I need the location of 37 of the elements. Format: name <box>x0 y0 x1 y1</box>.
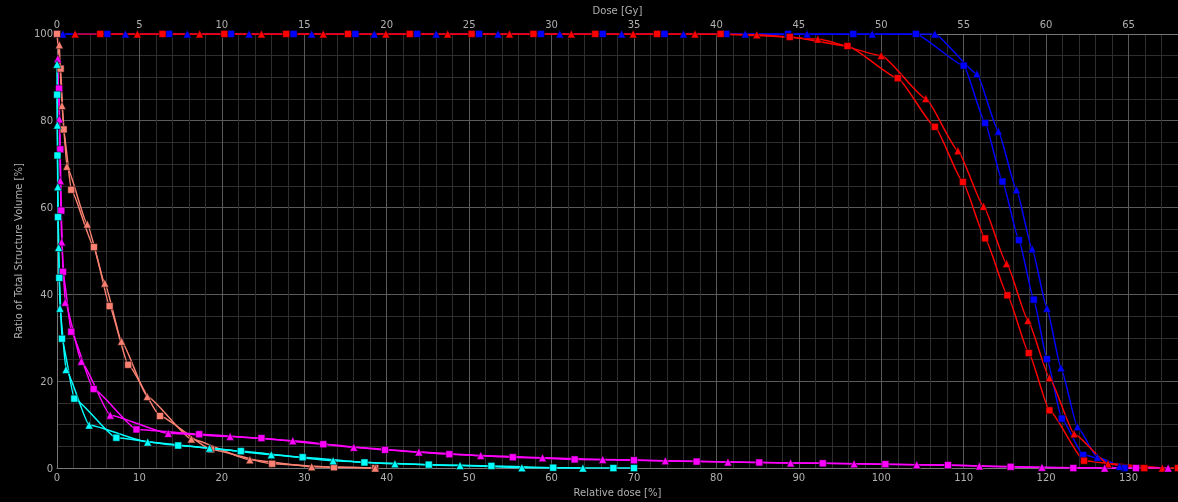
x2-tick-label: 40 <box>710 19 723 31</box>
x2-tick-label: 65 <box>1122 19 1135 31</box>
x-tick-label: 10 <box>133 471 146 483</box>
x-tick-label: 40 <box>380 471 394 483</box>
x2-tick-label: 45 <box>792 19 806 31</box>
x-axis-title: Relative dose [%] <box>573 486 662 498</box>
x-tick-label: 80 <box>710 471 723 483</box>
x-tick-label: 90 <box>792 471 806 483</box>
y-tick-label: 60 <box>40 202 53 214</box>
x2-tick-label: 15 <box>297 19 311 31</box>
x-tick-label: 70 <box>627 471 641 483</box>
y-tick-label: 20 <box>40 375 53 387</box>
x-tick-label: 110 <box>954 471 974 483</box>
x2-tick-label: 20 <box>380 19 394 31</box>
x-tick-label: 130 <box>1119 471 1139 483</box>
x2-tick-label: 55 <box>957 19 971 31</box>
x-tick-label: 100 <box>871 471 891 483</box>
x-tick-label: 120 <box>1036 471 1056 483</box>
x-tick-label: 20 <box>215 471 229 483</box>
y-tick-label: 80 <box>40 115 53 127</box>
x2-tick-label: 5 <box>136 19 143 31</box>
x-tick-label: 0 <box>53 471 61 483</box>
x2-tick-label: 0 <box>53 19 61 31</box>
y-axis-title: Ratio of Total Structure Volume [%] <box>12 163 24 339</box>
x-tick-label: 60 <box>545 471 558 483</box>
x2-tick-label: 35 <box>627 19 641 31</box>
x-tick-label: 30 <box>297 471 311 483</box>
x2-tick-label: 30 <box>545 19 558 31</box>
y-tick-label: 0 <box>46 462 53 474</box>
y-tick-label: 100 <box>33 28 53 40</box>
x2-tick-label: 60 <box>1039 19 1053 31</box>
x2-axis-title: Dose [Gy] <box>592 4 643 16</box>
x2-tick-label: 25 <box>462 19 476 31</box>
x-tick-label: 50 <box>462 471 476 483</box>
y-tick-label: 40 <box>40 288 53 300</box>
x2-tick-label: 50 <box>874 19 888 31</box>
x2-tick-label: 10 <box>215 19 229 31</box>
